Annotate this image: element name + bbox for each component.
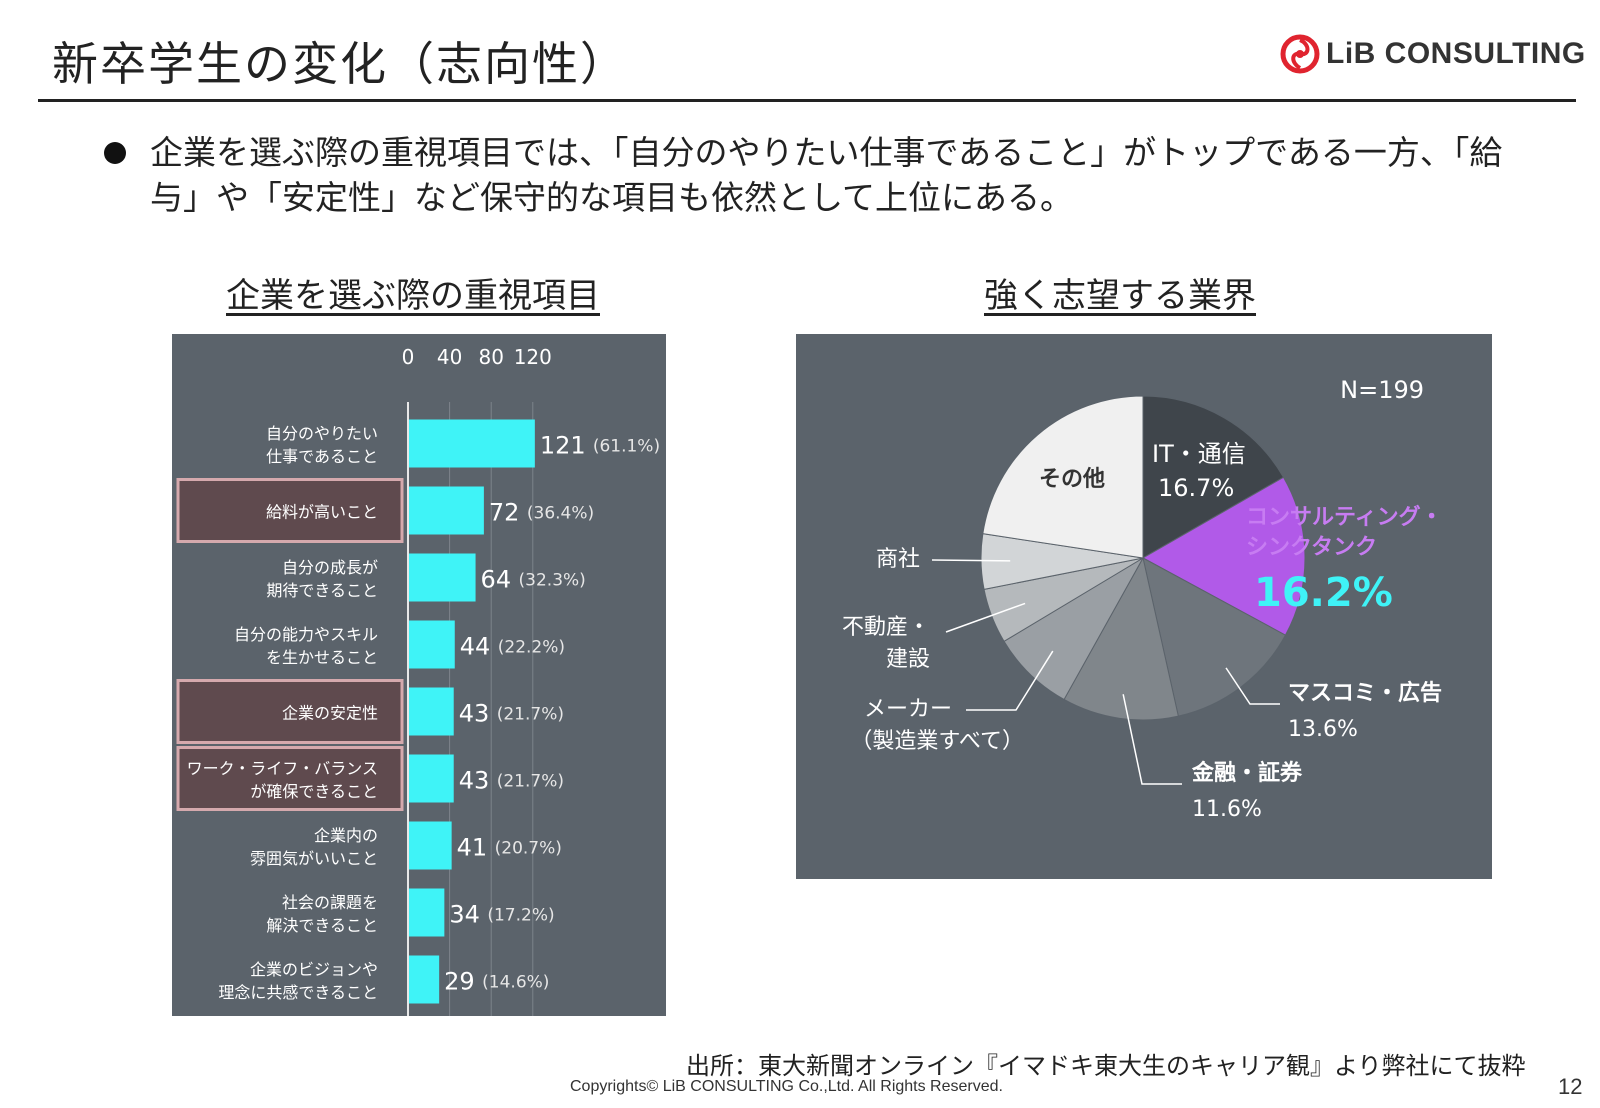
sample-size-label: N=199 — [1340, 376, 1424, 404]
bar — [409, 620, 455, 669]
x-tick-label: 0 — [402, 345, 415, 369]
highlight-box — [176, 478, 404, 543]
value-label: 41 — [457, 834, 488, 862]
slice-label: 建設 — [886, 647, 930, 672]
highlight-box — [176, 746, 404, 811]
category-label: が確保できること — [250, 782, 378, 801]
category-label: 企業のビジョンや — [250, 960, 378, 979]
slice-label: マスコミ・広告 — [1288, 680, 1442, 706]
bar — [409, 419, 535, 468]
copyright: Copyrights© LiB CONSULTING Co.,Ltd. All … — [570, 1078, 1003, 1095]
pie-chart-svg: N=199 IT・通信 16.7% コンサルティング・シンクタンク 16.2% マスコミ・… — [842, 376, 1443, 822]
bar — [409, 821, 452, 870]
pie-slice — [1142, 557, 1287, 717]
leader-line — [1225, 667, 1280, 705]
percent-label: (36.4%) — [527, 504, 594, 524]
percent-label: (21.7%) — [497, 705, 564, 725]
percent-label: (17.2%) — [487, 906, 554, 926]
pie-slice — [1141, 476, 1306, 636]
value-label: 43 — [459, 767, 490, 795]
category-label: 解決できること — [266, 916, 378, 935]
bar — [409, 553, 476, 602]
x-tick-label: 80 — [478, 345, 503, 369]
slice-label: IT・通信 — [1152, 440, 1246, 468]
slice-value: 13.6% — [1288, 717, 1358, 742]
leader-line — [931, 559, 1011, 562]
slice-label: コンサルティング・ — [1246, 504, 1443, 530]
title-divider — [38, 99, 1576, 102]
category-label: 期待できること — [266, 581, 378, 600]
percent-label: (14.6%) — [482, 973, 549, 993]
value-label: 34 — [449, 901, 480, 929]
bar — [409, 486, 484, 535]
category-label: 自分の成長が — [282, 558, 378, 577]
bar — [409, 888, 445, 937]
category-label: 給料が高いこと — [266, 503, 378, 522]
category-label: ワーク・ライフ・バランス — [187, 759, 378, 778]
value-label: 29 — [444, 968, 475, 996]
value-label: 64 — [481, 566, 512, 594]
source-note: 出所：東大新聞オンライン『イマドキ東大生のキャリア観』より弊社にて抜粋 — [686, 1052, 1526, 1080]
value-label: 121 — [540, 432, 586, 460]
slice-label: メーカー — [864, 697, 952, 722]
percent-label: (32.3%) — [519, 571, 586, 591]
logo-text: LiB CONSULTING — [1326, 37, 1586, 70]
pie-slice — [982, 395, 1144, 559]
category-label: 社会の課題を — [282, 893, 378, 912]
company-logo: LiB CONSULTING — [1280, 34, 1586, 74]
value-label: 43 — [459, 700, 490, 728]
bar-chart-title: 企業を選ぶ際の重視項目 — [226, 276, 600, 316]
page-number: 12 — [1558, 1074, 1583, 1099]
bar-chart: 0 40 80 120 自分のやりたい 仕事であること 121 (61.1%) 給料が高いこと 7… — [172, 334, 666, 1016]
bar — [409, 955, 440, 1004]
x-tick-label: 120 — [514, 345, 552, 369]
percent-label: (61.1%) — [593, 437, 660, 457]
summary-text: 企業を選ぶ際の重視項目では、「自分のやりたい仕事であること」がトップである一方、… — [150, 133, 1503, 217]
leader-line — [1122, 694, 1182, 785]
bar-chart-svg: 0 40 80 120 自分のやりたい仕事であること 121 (61.1%) 給料が高いこと 7… — [176, 345, 660, 1016]
percent-label: (21.7%) — [497, 772, 564, 792]
bar — [409, 687, 454, 736]
category-label: 理念に共感できること — [218, 983, 378, 1002]
lib-swirl-icon — [1280, 34, 1320, 74]
category-label: 雰囲気がいいこと — [250, 849, 378, 868]
value-label: 44 — [460, 633, 491, 661]
category-label: 自分の能力やスキル — [234, 625, 378, 644]
percent-label: (20.7%) — [495, 839, 562, 859]
x-tick-label: 40 — [437, 345, 462, 369]
highlight-box — [176, 679, 404, 744]
slice-label: 商社 — [876, 547, 920, 572]
bullet-icon — [104, 142, 126, 164]
slice-label: （製造業すべて） — [850, 729, 1024, 754]
category-label: を生かせること — [266, 648, 378, 667]
pie-chart: N=199 IT・通信 16.7% コンサルティング・ シンクタンク 16.2% マスコミ・… — [796, 334, 1492, 879]
bar — [409, 754, 454, 803]
leader-line — [966, 650, 1054, 711]
category-label: 自分のやりたい — [266, 424, 378, 443]
category-label: 企業内の — [314, 826, 378, 845]
percent-label: (22.2%) — [498, 638, 565, 658]
category-label: 企業の安定性 — [282, 704, 378, 723]
slice-value: 16.7% — [1158, 474, 1234, 502]
slice-value: 16.2% — [1254, 570, 1393, 616]
page-title: 新卒学生の変化（志向性） — [52, 37, 628, 91]
slice-label: シンクタンク — [1246, 535, 1377, 560]
slice-label: 不動産・ — [842, 615, 930, 640]
slice-label: 金融・証券 — [1191, 760, 1303, 786]
pie-slice — [1142, 395, 1285, 559]
pie-slice — [1063, 556, 1179, 721]
leader-line — [945, 602, 1026, 633]
slice-label: その他 — [1039, 467, 1105, 492]
value-label: 72 — [489, 499, 520, 527]
category-label: 仕事であること — [266, 447, 378, 466]
slice-value: 11.6% — [1192, 797, 1262, 822]
pie-chart-title: 強く志望する業界 — [984, 276, 1256, 316]
